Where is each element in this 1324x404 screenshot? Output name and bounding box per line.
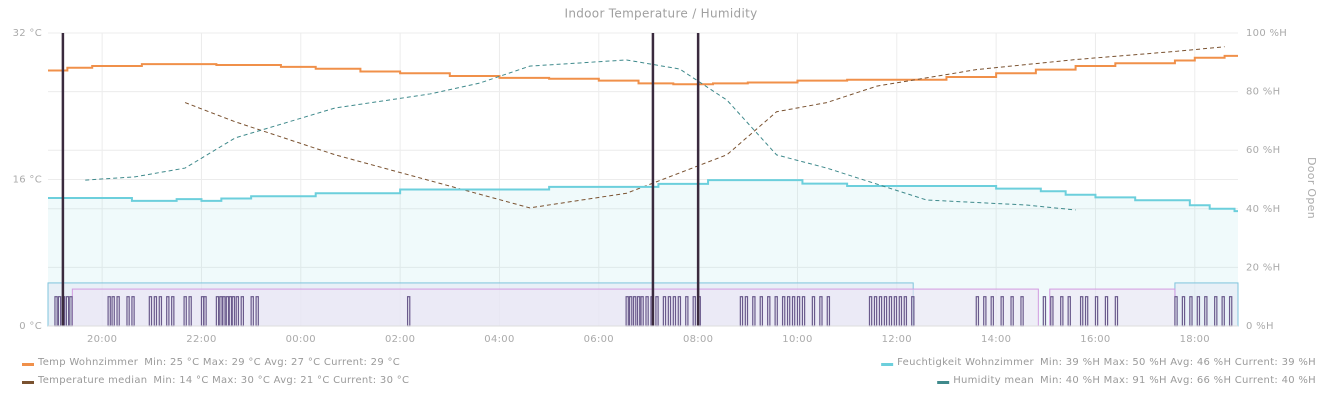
- legend-item: Temperature median Min: 14 °C Max: 30 °C …: [22, 375, 409, 386]
- legend-label: Feuchtigkeit Wohnzimmer Min: 39 %H Max: 5…: [897, 357, 1316, 368]
- y2-tick-label: 0 %H: [1246, 321, 1274, 332]
- legend-stats: Min: 40 %H Max: 91 %H Avg: 66 %H Current…: [1040, 375, 1316, 386]
- legend-item: Humidity mean Min: 40 %H Max: 91 %H Avg: …: [937, 375, 1316, 386]
- legend-swatch: [881, 363, 894, 366]
- legend-swatch: [937, 381, 950, 384]
- x-tick-label: 00:00: [286, 334, 316, 345]
- series-line: [48, 179, 1238, 213]
- y-tick-label: 16 °C: [13, 175, 42, 186]
- x-tick-label: 12:00: [882, 334, 912, 345]
- x-tick-label: 22:00: [186, 334, 216, 345]
- legend-swatch: [22, 381, 34, 384]
- x-tick-label: 14:00: [981, 334, 1011, 345]
- legend-label: Temp Wohnzimmer Min: 25 °C Max: 29 °C Avg…: [37, 357, 400, 368]
- legend-stats: Min: 14 °C Max: 30 °C Avg: 21 °C Current…: [153, 375, 409, 386]
- x-tick-label: 08:00: [683, 334, 713, 345]
- x-tick-label: 04:00: [484, 334, 514, 345]
- legend-label: Humidity mean Min: 40 %H Max: 91 %H Avg: …: [953, 375, 1316, 386]
- series-line: [48, 54, 1238, 86]
- legend-item: Feuchtigkeit Wohnzimmer Min: 39 %H Max: 5…: [881, 357, 1316, 368]
- x-tick-label: 16:00: [1080, 334, 1110, 345]
- legend-name: Feuchtigkeit Wohnzimmer: [897, 357, 1034, 368]
- x-tick-label: 18:00: [1180, 334, 1210, 345]
- legend-stats: Min: 25 °C Max: 29 °C Avg: 27 °C Current…: [144, 357, 400, 368]
- y2-tick-label: 20 %H: [1246, 262, 1280, 273]
- legend-name: Humidity mean: [953, 375, 1034, 386]
- y-tick-label: 0 °C: [19, 321, 42, 332]
- y2-axis-label: Door Open: [1305, 157, 1318, 219]
- legend-name: Temp Wohnzimmer: [37, 357, 139, 368]
- x-tick-label: 06:00: [584, 334, 614, 345]
- state-band: [71, 288, 1039, 327]
- series-line: [85, 59, 1076, 211]
- x-tick-label: 20:00: [87, 334, 117, 345]
- legend-name: Temperature median: [37, 375, 147, 386]
- y2-tick-label: 80 %H: [1246, 87, 1280, 98]
- chart-title: Indoor Temperature / Humidity: [565, 7, 758, 21]
- legend-item: Temp Wohnzimmer Min: 25 °C Max: 29 °C Avg…: [22, 357, 400, 368]
- x-tick-label: 02:00: [385, 334, 415, 345]
- legend-label: Temperature median Min: 14 °C Max: 30 °C …: [37, 375, 409, 386]
- y2-tick-label: 60 %H: [1246, 145, 1280, 156]
- series-line: [184, 46, 1225, 209]
- legend-swatch: [22, 363, 34, 366]
- legend-stats: Min: 39 %H Max: 50 %H Avg: 46 %H Current…: [1040, 357, 1316, 368]
- y-tick-label: 32 °C: [13, 28, 42, 39]
- x-tick-label: 10:00: [782, 334, 812, 345]
- y2-tick-label: 40 %H: [1246, 204, 1280, 215]
- y2-tick-label: 100 %H: [1246, 28, 1287, 39]
